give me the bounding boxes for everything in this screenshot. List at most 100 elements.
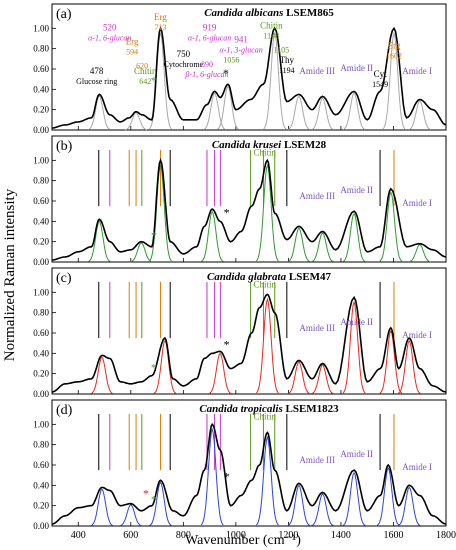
band-annotation-sub: 1602: [386, 52, 402, 61]
band-annotation: Chitin: [134, 66, 157, 76]
chart-panel-d: 0.00 0.20 0.40 0.60 0.80 1.00 400 600 800 1000 120…: [33, 399, 456, 541]
y-tick-label: 0.60: [33, 460, 49, 470]
component-peak: [88, 95, 111, 131]
component-peak: [287, 484, 311, 526]
component-peak: [149, 481, 172, 526]
band-annotation-sub: 642: [139, 77, 151, 86]
band-annotation-extra: 1105: [273, 45, 289, 54]
y-tick-label: 0.40: [33, 348, 49, 358]
x-tick-label: 1400: [331, 530, 351, 541]
y-axis-label: Normalized Raman intensity: [2, 188, 18, 361]
component-peak: [90, 356, 114, 395]
asterisk-mark: *: [223, 66, 229, 80]
y-tick-label: 0.00: [33, 125, 49, 135]
component-peak: [311, 97, 334, 131]
asterisk-mark: *: [224, 469, 230, 483]
y-tick-label: 0.20: [33, 237, 49, 247]
band-annotation-sub: β-1, 6-glucan: [184, 70, 228, 79]
band-annotation-sub: 1194: [279, 66, 295, 75]
component-peak: [208, 352, 232, 394]
panel-frame: [51, 399, 447, 527]
component-peak: [119, 504, 142, 527]
band-annotation-sub: Glucose ring: [76, 77, 117, 86]
panel-label: (a): [56, 7, 72, 22]
component-peak: [376, 467, 400, 526]
panel-frame: [51, 3, 447, 131]
asterisk-mark: *: [151, 493, 157, 507]
component-peak: [124, 112, 148, 131]
x-tick-label: 600: [123, 530, 138, 541]
chart-panel-b: 0.00 0.20 0.40 0.60 0.80 1.00 (b) Candida kruse…: [33, 135, 447, 267]
asterisk-mark: *: [143, 487, 149, 501]
component-peak: [263, 31, 287, 130]
band-annotation-sub: 1148: [263, 31, 279, 40]
x-tick-label: 1200: [278, 530, 298, 541]
component-peak: [397, 339, 421, 394]
y-tick-label: 0.20: [33, 105, 49, 115]
chart-panel-a: 0.00 0.20 0.40 0.60 0.80 1.00 (a) Candida albic…: [33, 3, 447, 135]
component-peak: [216, 85, 240, 130]
band-annotation: Chitin: [254, 147, 277, 157]
band-annotation: Amide III: [299, 191, 335, 201]
component-peak: [379, 191, 403, 262]
x-tick-label: 1600: [383, 530, 403, 541]
band-annotation: Amide II: [340, 317, 373, 327]
component-peak: [408, 244, 431, 263]
x-tick-label: 1800: [436, 530, 456, 541]
band-annotation: 520: [103, 22, 117, 32]
component-peak: [200, 210, 224, 262]
band-annotation: 941: [234, 35, 248, 45]
y-tick-label: 0.60: [33, 328, 49, 338]
band-annotation: Amide II: [340, 63, 373, 73]
spectrum-line: [51, 293, 447, 393]
component-peak: [397, 486, 421, 527]
band-annotation: Amide I: [402, 330, 432, 340]
band-annotation: 750: [177, 49, 191, 59]
asterisk-mark: *: [151, 73, 157, 87]
band-annotation-extra: 1056: [223, 55, 239, 64]
chart-panel-c: 0.00 0.20 0.40 0.60 0.80 1.00 (c) Candida glabr…: [33, 267, 447, 399]
band-annotation: Chitin: [254, 279, 277, 289]
band-annotation: Amide III: [299, 66, 335, 76]
panel-label: (b): [56, 139, 73, 154]
band-annotation: Chitin: [260, 20, 283, 30]
component-peak: [311, 493, 334, 527]
band-annotation-sub: 594: [126, 48, 138, 57]
band-annotation-sub: Cytochrome: [164, 60, 204, 69]
x-axis-label: Wavenumber (cm⁻¹): [185, 533, 301, 548]
spectrum-line: [51, 422, 447, 525]
component-peak: [256, 163, 279, 262]
component-peak: [379, 330, 403, 394]
component-peak: [342, 471, 366, 526]
band-annotation: Erg: [154, 12, 167, 22]
panel-title: Candida albicans LSEM865: [204, 7, 334, 19]
y-tick-label: 0.20: [33, 369, 49, 379]
band-annotation: 919: [203, 22, 217, 32]
y-tick-label: 0.00: [33, 389, 49, 399]
band-annotation: Amide I: [402, 66, 432, 76]
band-annotation: Amide III: [299, 455, 335, 465]
y-tick-label: 0.60: [33, 64, 49, 74]
asterisk-mark: *: [224, 337, 230, 351]
panel-frame: [51, 135, 447, 263]
band-annotation: Cyt: [374, 69, 388, 79]
component-peak: [256, 435, 279, 526]
component-peak: [88, 220, 111, 262]
component-peak: [200, 427, 224, 526]
y-tick-label: 0.80: [33, 176, 49, 186]
panel-title: Candida glabrata LSEM47: [207, 271, 332, 283]
component-peak: [311, 364, 334, 395]
spectrum-line: [51, 26, 447, 129]
component-peak: [287, 361, 311, 395]
component-peak: [342, 212, 366, 262]
component-peak: [130, 242, 153, 263]
y-tick-label: 0.40: [33, 480, 49, 490]
spectrum-line: [51, 157, 447, 261]
y-tick-label: 0.40: [33, 216, 49, 226]
y-tick-label: 0.80: [33, 440, 49, 450]
component-peak: [256, 297, 279, 394]
x-tick-label: 400: [71, 530, 86, 541]
y-tick-label: 0.40: [33, 84, 49, 94]
band-annotation-sub: 1549: [372, 80, 388, 89]
component-peak: [342, 300, 366, 394]
